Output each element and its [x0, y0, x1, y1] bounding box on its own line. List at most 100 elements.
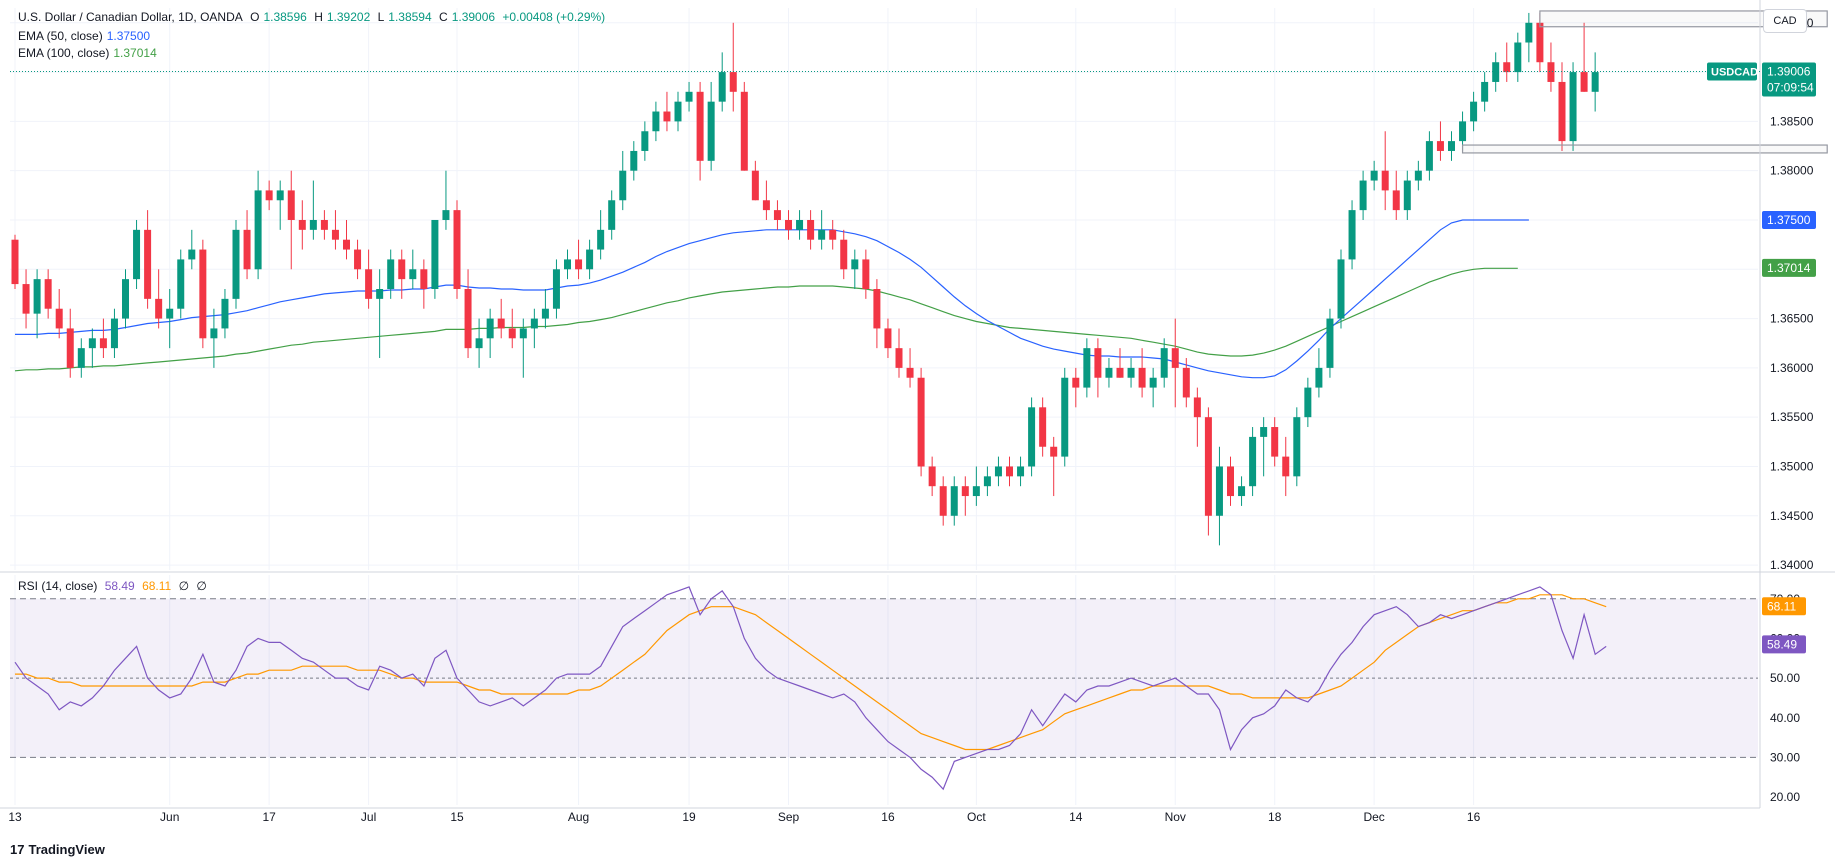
- symbol-title[interactable]: U.S. Dollar / Canadian Dollar, 1D, OANDA: [18, 10, 243, 24]
- candle-body: [1392, 190, 1400, 211]
- ohlc-close-label: C: [439, 10, 448, 24]
- ohlc-open: 1.38596: [263, 10, 307, 24]
- candle-body: [365, 269, 373, 299]
- candle-body: [718, 72, 726, 102]
- candle-body: [873, 289, 881, 329]
- candle-body: [55, 308, 63, 329]
- ema50-legend[interactable]: EMA (50, close) 1.37500: [18, 29, 154, 43]
- candle-body: [155, 298, 163, 319]
- price-axis-tick: 1.36500: [1770, 312, 1814, 326]
- ema100-value: 1.37014: [113, 46, 157, 60]
- price-axis-tick: 1.34000: [1770, 558, 1814, 572]
- time-axis-tick: 19: [682, 810, 696, 824]
- time-axis-tick: Nov: [1165, 810, 1186, 824]
- candle-body: [1381, 170, 1389, 191]
- ema50-value: 1.37500: [106, 29, 151, 43]
- candles: [11, 12, 1599, 546]
- price-axis-tick: 1.35500: [1770, 410, 1814, 424]
- candle-body: [232, 229, 240, 299]
- candle-body: [88, 338, 96, 349]
- rsi-legend[interactable]: RSI (14, close) 58.49 68.11 ∅ ∅: [18, 579, 211, 593]
- candle-body: [1425, 141, 1433, 171]
- candle-body: [1536, 22, 1544, 63]
- time-axis-tick: 16: [1467, 810, 1481, 824]
- time-axis-tick: Sep: [778, 810, 800, 824]
- candle-body: [44, 279, 52, 309]
- candle-body: [343, 239, 350, 250]
- candle-body: [994, 466, 1002, 477]
- support-zone-rect[interactable]: [1461, 144, 1828, 154]
- ema100-line: [14, 267, 1518, 372]
- rsi-extra-1: ∅: [178, 579, 190, 593]
- rsi-value: 58.49: [104, 579, 135, 593]
- candle-body: [1094, 348, 1102, 378]
- candle-body: [1083, 348, 1091, 388]
- rsi-ma-value: 68.11: [142, 579, 172, 593]
- last-price-countdown: 07:09:54: [1767, 80, 1814, 94]
- candle-body: [1525, 22, 1533, 43]
- candle-body: [475, 338, 483, 349]
- drawn-rectangles[interactable]: [1461, 10, 1828, 154]
- candle-body: [575, 259, 583, 270]
- candle-body: [519, 328, 527, 339]
- candle-body: [674, 101, 682, 122]
- candle-body: [188, 249, 196, 260]
- candle-body: [1558, 81, 1566, 142]
- last-price-value: 1.39006: [1767, 64, 1811, 78]
- candle-body: [287, 190, 295, 220]
- candle-body: [309, 219, 317, 230]
- candle-body: [320, 219, 328, 230]
- candle-body: [1282, 456, 1290, 477]
- candle-body: [409, 269, 417, 280]
- candle-body: [917, 377, 925, 467]
- last-price-tag-bg: [1762, 62, 1816, 97]
- ema100-legend[interactable]: EMA (100, close) 1.37014: [18, 46, 161, 60]
- tradingview-logo[interactable]: 17 TradingView: [10, 842, 105, 857]
- candle-body: [1171, 348, 1179, 368]
- candle-body: [265, 190, 273, 201]
- candle-body: [1569, 72, 1577, 142]
- candle-body: [541, 308, 549, 319]
- resistance-zone-rect[interactable]: [1539, 10, 1828, 28]
- ema100-axis-tag-bg: [1762, 258, 1816, 277]
- rsi-ma-line: [15, 594, 1607, 751]
- candle-body: [1436, 141, 1444, 151]
- ema50-axis-tag: 1.37500: [1767, 213, 1811, 227]
- ohlc-open-label: O: [250, 10, 260, 24]
- candle-body: [1293, 417, 1301, 477]
- rsi-lines: [14, 586, 1607, 791]
- candle-body: [1547, 62, 1555, 82]
- candle-body: [177, 259, 185, 309]
- currency-button[interactable]: CAD: [1763, 9, 1807, 33]
- candle-body: [1061, 377, 1069, 457]
- candle-body: [1271, 427, 1279, 457]
- time-axis-tick: 18: [1268, 810, 1282, 824]
- candle-body: [1249, 436, 1257, 487]
- ohlc-change: +0.00408 (+0.29%): [502, 10, 606, 24]
- rsi-extra-2: ∅: [196, 579, 207, 593]
- rsi-axis-tick: 50.00: [1770, 671, 1800, 685]
- price-axis-tick: 1.35000: [1770, 459, 1814, 473]
- candle-body: [420, 269, 428, 289]
- candle-body: [1492, 62, 1500, 82]
- candle-body: [243, 229, 251, 270]
- time-axis-tick: 15: [450, 810, 464, 824]
- ema100-axis-tag: 1.37014: [1767, 261, 1811, 275]
- candle-body: [1050, 446, 1058, 457]
- candle-body: [729, 72, 737, 92]
- time-axis-tick: Jun: [160, 810, 179, 824]
- candle-body: [1160, 348, 1168, 378]
- candle-body: [796, 219, 804, 230]
- ohlc-close: 1.39006: [451, 10, 496, 24]
- rsi-band-background: [10, 598, 1758, 758]
- candle-body: [1315, 367, 1323, 388]
- ema100-label: EMA (100, close): [18, 46, 110, 60]
- rsi-axis-tick: 20.00: [1770, 790, 1800, 804]
- candle-body: [961, 486, 969, 497]
- ema50-line: [15, 219, 1529, 379]
- time-axis-tick: Oct: [967, 810, 986, 824]
- price-axis-tick: 1.38500: [1770, 114, 1814, 128]
- ema50-axis-tag-bg: [1762, 210, 1816, 229]
- candle-body: [1414, 170, 1422, 181]
